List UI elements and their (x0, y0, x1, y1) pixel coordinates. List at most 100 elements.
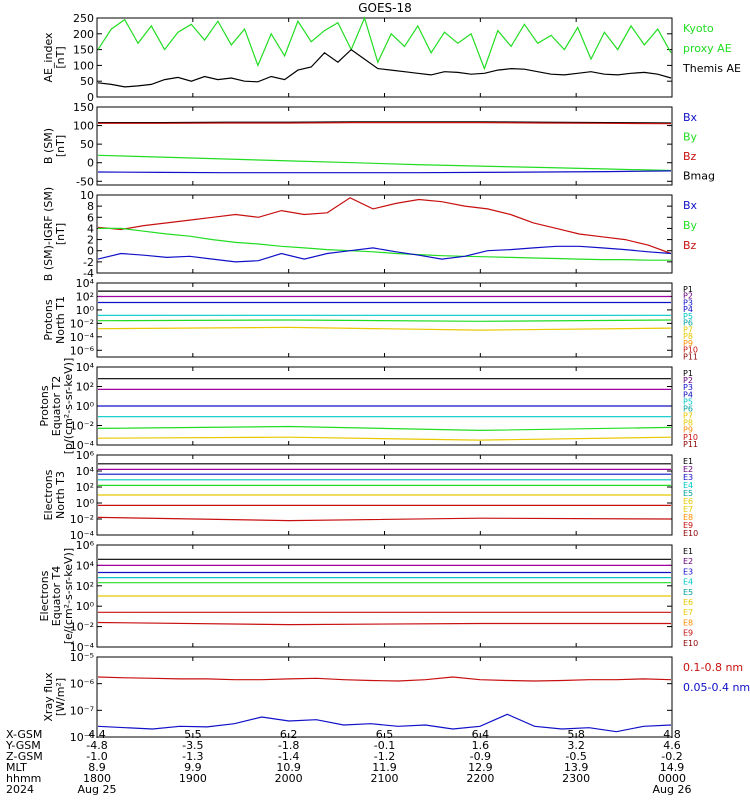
series-p5 (97, 425, 672, 432)
x-row-label: 2024 (6, 783, 34, 796)
y-tick-label: 10⁻² (70, 420, 94, 433)
y-tick-label: 10² (76, 290, 94, 303)
legend-label: P2 (683, 376, 693, 385)
x-tick-value: 9.9 (184, 761, 202, 774)
y-tick-label: 10⁻⁷ (70, 704, 94, 717)
y-tick-label: 10² (76, 381, 94, 394)
series-bx (97, 245, 672, 263)
legend-label: E5 (683, 588, 693, 597)
legend-label: P9 (683, 339, 693, 348)
panel-0: 0 50 100 150 200 250 AE_index [nT] Kyoto proxy AE… (42, 12, 741, 104)
y-axis-label: Electrons (42, 469, 55, 520)
y-axis-label: North T3 (54, 471, 67, 519)
legend-label: P8 (683, 419, 693, 428)
y-tick-label: 150 (73, 101, 94, 114)
y-axis-label: Xray flux (42, 672, 55, 722)
legend-label: P10 (683, 346, 698, 355)
legend-label: By (683, 131, 698, 144)
x-tick-value: -1.8 (278, 739, 299, 752)
y-tick-label: 0 (87, 245, 94, 258)
x-tick-value: -0.1 (374, 739, 395, 752)
x-tick-value: 14.9 (660, 761, 685, 774)
legend-label: E8 (683, 513, 693, 522)
y-axis-label: [e/(cm²-s-sr-keV)] (62, 548, 75, 644)
legend-label: P3 (683, 383, 693, 392)
legend-label: P8 (683, 332, 693, 341)
y-tick-label: 10⁴ (76, 465, 95, 478)
legend-label: P6 (683, 404, 693, 413)
series-e8 (97, 621, 671, 626)
y-tick-label: 10⁻² (70, 317, 94, 330)
legend-label: P4 (683, 305, 693, 314)
x-row-label: Y-GSM (5, 739, 41, 752)
y-tick-label: 6 (87, 211, 94, 224)
legend-label: E2 (683, 557, 693, 566)
y-tick-label: 150 (73, 44, 94, 57)
x-row-label: hhmm (6, 772, 41, 785)
legend-label: Bmag (683, 170, 715, 183)
y-axis-label: Equator T4 (50, 566, 63, 626)
legend-label: Bz (683, 239, 697, 252)
series-bz (98, 121, 672, 125)
legend-label: 0.1-0.8 nm (683, 661, 743, 674)
y-tick-label: 10⁴ (76, 277, 95, 290)
x-tick-value: -3.5 (182, 739, 203, 752)
legend-label: P3 (683, 298, 693, 307)
y-axis-label: North T1 (54, 296, 67, 344)
legend-label: E3 (683, 567, 693, 576)
legend-label: Bx (683, 199, 698, 212)
series-e8 (97, 516, 672, 522)
series-p6 (97, 436, 672, 441)
x-tick-value: 8.9 (88, 761, 106, 774)
legend-label: P5 (683, 397, 693, 406)
x-tick-value: -1.3 (182, 750, 203, 763)
y-tick-label: -2 (83, 256, 94, 269)
y-tick-label: 10⁶ (76, 539, 95, 552)
y-axis-label: Protons (38, 385, 51, 426)
legend-label: E3 (683, 473, 693, 482)
x-tick-value: -0.2 (661, 750, 682, 763)
x-tick-value: -1.4 (278, 750, 299, 763)
y-tick-label: 10⁻⁶ (70, 344, 95, 357)
x-row-label: Z-GSM (6, 750, 43, 763)
x-tick-value: 4.6 (663, 739, 681, 752)
y-tick-label: 10⁻² (70, 621, 94, 634)
x-tick-value: -0.9 (470, 750, 491, 763)
legend-label: E7 (683, 608, 693, 617)
y-tick-label: 10 (80, 189, 94, 202)
y-tick-label: 10² (76, 580, 94, 593)
legend-label: E4 (683, 578, 693, 587)
y-tick-label: 10⁻⁸ (70, 731, 95, 744)
legend-label: E7 (683, 505, 693, 514)
series-bx (97, 170, 672, 174)
y-tick-label: 10⁴ (76, 361, 95, 374)
y-tick-label: 10⁻⁴ (70, 641, 95, 654)
legend-label: E10 (683, 529, 698, 538)
series-by (97, 154, 672, 172)
legend-label: P7 (683, 325, 693, 334)
x-tick-value: 0000 (658, 772, 686, 785)
x-tick-value: 2000 (275, 772, 303, 785)
y-tick-label: 10⁰ (76, 400, 95, 413)
legend-label: P7 (683, 412, 693, 421)
y-tick-label: 200 (73, 28, 94, 41)
legend-label: proxy AE (683, 42, 732, 55)
y-tick-label: 10⁻⁵ (70, 651, 94, 664)
y-tick-label: 4 (87, 222, 94, 235)
y-axis-label: [nT] (54, 46, 67, 68)
x-tick-value: -1.2 (374, 750, 395, 763)
chart-title: GOES-18 (358, 1, 412, 15)
y-axis-label: B (SM)-IGRF (SM) (42, 187, 55, 281)
x-row-label: MLT (6, 761, 27, 774)
legend-label: P5 (683, 312, 693, 321)
x-tick-value: 1900 (179, 772, 207, 785)
series-0-05-0-4-nm (97, 713, 672, 733)
y-tick-label: 0 (87, 91, 94, 104)
x-tick-value: -1.0 (86, 750, 107, 763)
y-tick-label: 10² (76, 481, 94, 494)
series-bmag (98, 121, 672, 124)
y-tick-label: 100 (73, 120, 94, 133)
